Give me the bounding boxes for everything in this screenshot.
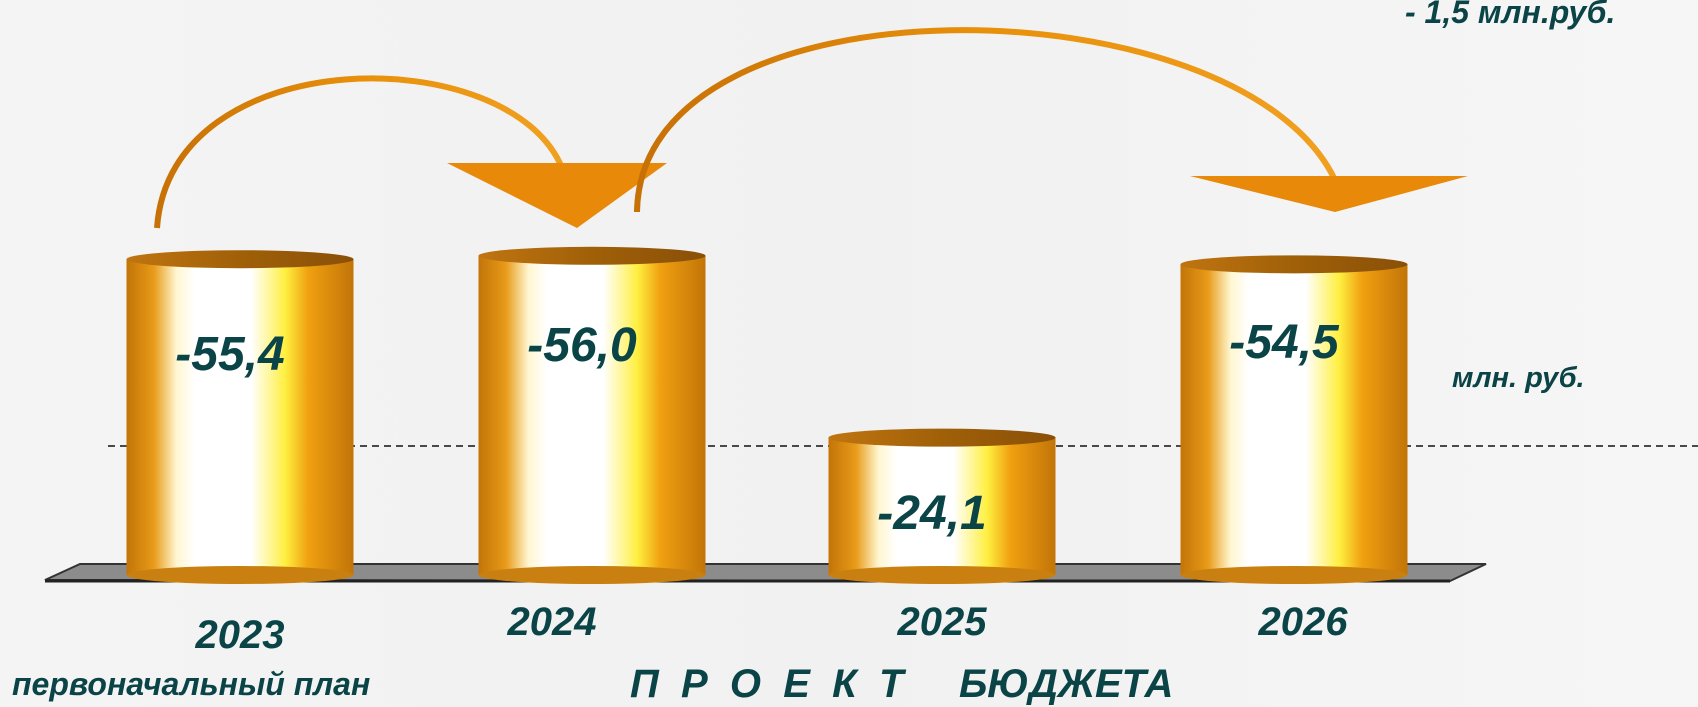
bar-bottom-2023 <box>127 566 354 584</box>
bar-body-2023 <box>127 259 354 575</box>
bar-top-2023 <box>127 250 354 268</box>
category-label-2025: 2025 <box>897 600 988 644</box>
value-label-2026: -54,5 <box>1229 316 1340 369</box>
category-label-2024: 2024 <box>507 600 597 644</box>
bar-body-2024 <box>479 256 706 575</box>
bar-top-2026 <box>1181 255 1408 273</box>
category-label-2026: 2026 <box>1258 600 1349 644</box>
bar-2024 <box>479 247 706 584</box>
arrow-head-2024 <box>447 163 667 228</box>
bar-top-2024 <box>479 247 706 265</box>
category-sublabel-2023: первоначальный план <box>12 666 370 703</box>
bar-bottom-2025 <box>829 566 1056 584</box>
footer-caption: П Р О Е К Т БЮДЖЕТА <box>630 662 1173 707</box>
bar-bottom-2024 <box>479 566 706 584</box>
category-label-2023: 2023 <box>195 613 285 657</box>
bar-2026 <box>1181 255 1408 584</box>
value-label-2024: -56,0 <box>527 319 637 372</box>
arc-2023-to-2024 <box>157 78 562 228</box>
value-label-2025: -24,1 <box>877 487 986 540</box>
arrow-head-2026 <box>1190 176 1468 212</box>
category-labels-group: 2023 2024 2025 2026 <box>195 600 1349 657</box>
bar-bottom-2026 <box>1181 566 1408 584</box>
bar-2023 <box>127 250 354 584</box>
bars-group <box>127 247 1408 584</box>
annotation-top-right: - 1,5 млн.руб. <box>1405 0 1615 31</box>
unit-label: млн. руб. <box>1452 362 1585 395</box>
value-label-2023: -55,4 <box>175 328 284 381</box>
bar-body-2026 <box>1181 264 1408 575</box>
bar-top-2025 <box>829 429 1056 447</box>
